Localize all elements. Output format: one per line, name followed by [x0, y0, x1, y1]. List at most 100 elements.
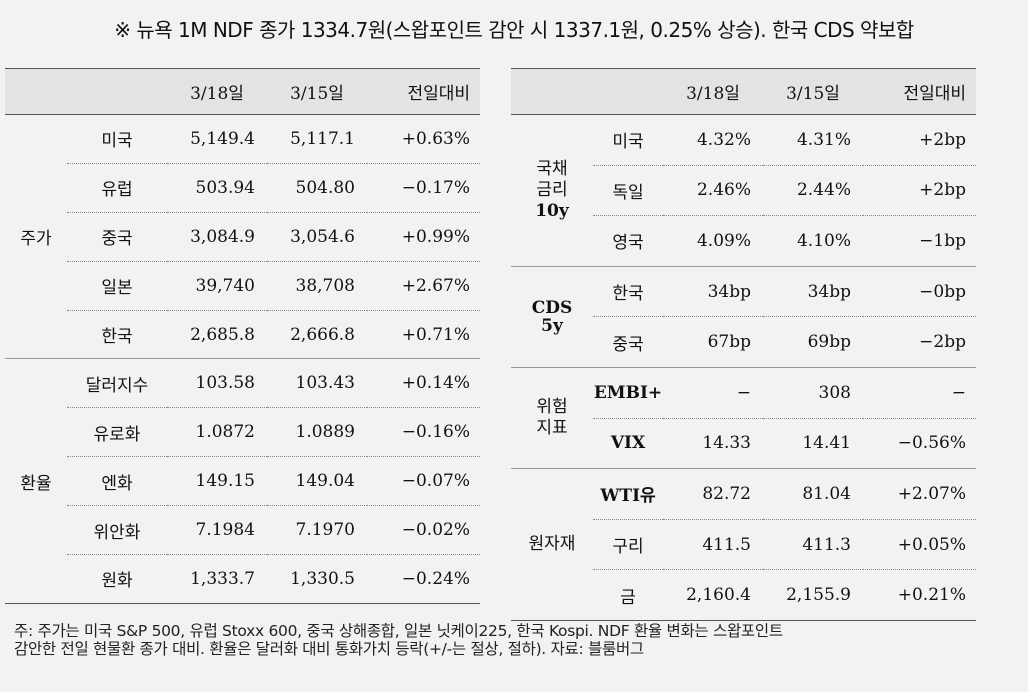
change-cell: +0.14% [367, 358, 480, 409]
value-cell: 1.0889 [267, 407, 367, 458]
footnote-line: 주: 주가는 미국 S&P 500, 유럽 Stoxx 600, 중국 상해종합… [14, 622, 783, 640]
table-row: 영국 4.09% 4.10% −1bp [511, 215, 976, 267]
table-row: 원화 1,333.7 1,330.5 −0.24% [5, 554, 480, 604]
value-cell: 5,149.4 [167, 114, 267, 164]
header-date-1: 3/18일 [663, 68, 763, 115]
value-cell: 34bp [663, 266, 763, 318]
value-cell: 4.31% [763, 114, 863, 166]
change-cell: −0.24% [367, 554, 480, 604]
header-date-2: 3/15일 [763, 68, 863, 115]
row-label: 금 [593, 569, 663, 621]
value-cell: − [663, 367, 763, 419]
header-date-2: 3/15일 [267, 68, 367, 115]
value-cell: 7.1984 [167, 505, 267, 556]
table-row: 위험 지표 EMBI+ − 308 − [511, 367, 976, 470]
value-cell: 2.46% [663, 165, 763, 217]
value-cell: 39,740 [167, 261, 267, 311]
table-row: 구리 411.5 411.3 +0.05% [511, 519, 976, 571]
value-cell: 1.0872 [167, 407, 267, 458]
change-cell: +2.67% [367, 261, 480, 311]
group-label-line: 금리 [536, 179, 568, 200]
value-cell: 4.32% [663, 114, 763, 166]
group-label-stocks: 주가 [5, 114, 67, 360]
table-row: 위안화 7.1984 7.1970 −0.02% [5, 505, 480, 556]
row-label: 한국 [593, 266, 663, 318]
row-label: 원화 [67, 554, 167, 604]
table-row: 중국 3,084.9 3,054.6 +0.99% [5, 212, 480, 262]
table-row: 중국 67bp 69bp −2bp [511, 316, 976, 368]
footnote: 주: 주가는 미국 S&P 500, 유럽 Stoxx 600, 중국 상해종합… [14, 622, 1014, 658]
value-cell: 3,084.9 [167, 212, 267, 262]
row-label: 독일 [593, 165, 663, 217]
value-cell: 103.43 [267, 358, 367, 409]
value-cell: 69bp [763, 316, 863, 368]
value-cell: 82.72 [663, 468, 763, 520]
table-row: 일본 39,740 38,708 +2.67% [5, 261, 480, 311]
group-label-line: 국채 [536, 158, 568, 179]
row-label: 중국 [593, 316, 663, 368]
change-cell: −0.17% [367, 163, 480, 213]
value-cell: 14.33 [663, 418, 763, 470]
group-label-commodities: 원자재 [511, 468, 593, 621]
change-cell: +0.63% [367, 114, 480, 164]
change-cell: −0bp [863, 266, 976, 318]
group-label-line: 10y [535, 200, 569, 221]
value-cell: 1,330.5 [267, 554, 367, 604]
change-cell: −2bp [863, 316, 976, 368]
value-cell: 411.3 [763, 519, 863, 571]
value-cell: 149.04 [267, 456, 367, 507]
value-cell: 411.5 [663, 519, 763, 571]
group-label-cds: CDS 5y [511, 266, 593, 368]
row-label: 유로화 [67, 407, 167, 458]
value-cell: 38,708 [267, 261, 367, 311]
table-header-row: 3/18일 3/15일 전일대비 [5, 68, 480, 115]
value-cell: 2,685.8 [167, 310, 267, 360]
change-cell: −1bp [863, 215, 976, 267]
row-label: 유럽 [67, 163, 167, 213]
group-label-line: 위험 [536, 397, 568, 418]
table-row: 금 2,160.4 2,155.9 +0.21% [511, 569, 976, 621]
value-cell: 149.15 [167, 456, 267, 507]
footnote-line: 감안한 전일 현물환 종가 대비. 환율은 달러화 대비 통화가치 등락(+/-… [14, 640, 644, 658]
table-row: 유로화 1.0872 1.0889 −0.16% [5, 407, 480, 458]
change-cell: +0.71% [367, 310, 480, 360]
row-label: 미국 [67, 114, 167, 164]
row-label: 엔화 [67, 456, 167, 507]
value-cell: 2,155.9 [763, 569, 863, 621]
value-cell: 2.44% [763, 165, 863, 217]
row-label: 구리 [593, 519, 663, 571]
change-cell: +0.05% [863, 519, 976, 571]
table-row: 한국 2,685.8 2,666.8 +0.71% [5, 310, 480, 360]
header-cell [593, 68, 663, 115]
value-cell: 34bp [763, 266, 863, 318]
header-cell [511, 68, 593, 115]
value-cell: 103.58 [167, 358, 267, 409]
group-label-risk: 위험 지표 [511, 367, 593, 470]
group-label-line: CDS [531, 297, 573, 318]
row-label: WTI유 [593, 468, 663, 520]
change-cell: +0.99% [367, 212, 480, 262]
value-cell: 4.09% [663, 215, 763, 267]
table-row: 원자재 WTI유 82.72 81.04 +2.07% [511, 468, 976, 621]
table-row: CDS 5y 한국 34bp 34bp −0bp [511, 266, 976, 368]
table-row: 환율 달러지수 103.58 103.43 +0.14% [5, 358, 480, 604]
change-cell: −0.16% [367, 407, 480, 458]
row-label: 일본 [67, 261, 167, 311]
value-cell: 14.41 [763, 418, 863, 470]
change-cell: +2bp [863, 165, 976, 217]
row-label: 미국 [593, 114, 663, 166]
header-date-1: 3/18일 [167, 68, 267, 115]
header-change: 전일대비 [367, 68, 480, 115]
table-row: 엔화 149.15 149.04 −0.07% [5, 456, 480, 507]
value-cell: 308 [763, 367, 863, 419]
group-label-line: 지표 [536, 418, 568, 439]
value-cell: 67bp [663, 316, 763, 368]
table-row: 국채 금리 10y 미국 4.32% 4.31% +2bp [511, 114, 976, 267]
row-label: 달러지수 [67, 358, 167, 409]
rates-risk-commodity-table: 3/18일 3/15일 전일대비 국채 금리 10y 미국 4.32% 4.31… [511, 68, 976, 621]
row-label: 한국 [67, 310, 167, 360]
row-label: 위안화 [67, 505, 167, 556]
table-row: 주가 미국 5,149.4 5,117.1 +0.63% [5, 114, 480, 360]
row-label: 중국 [67, 212, 167, 262]
change-cell: −0.02% [367, 505, 480, 556]
